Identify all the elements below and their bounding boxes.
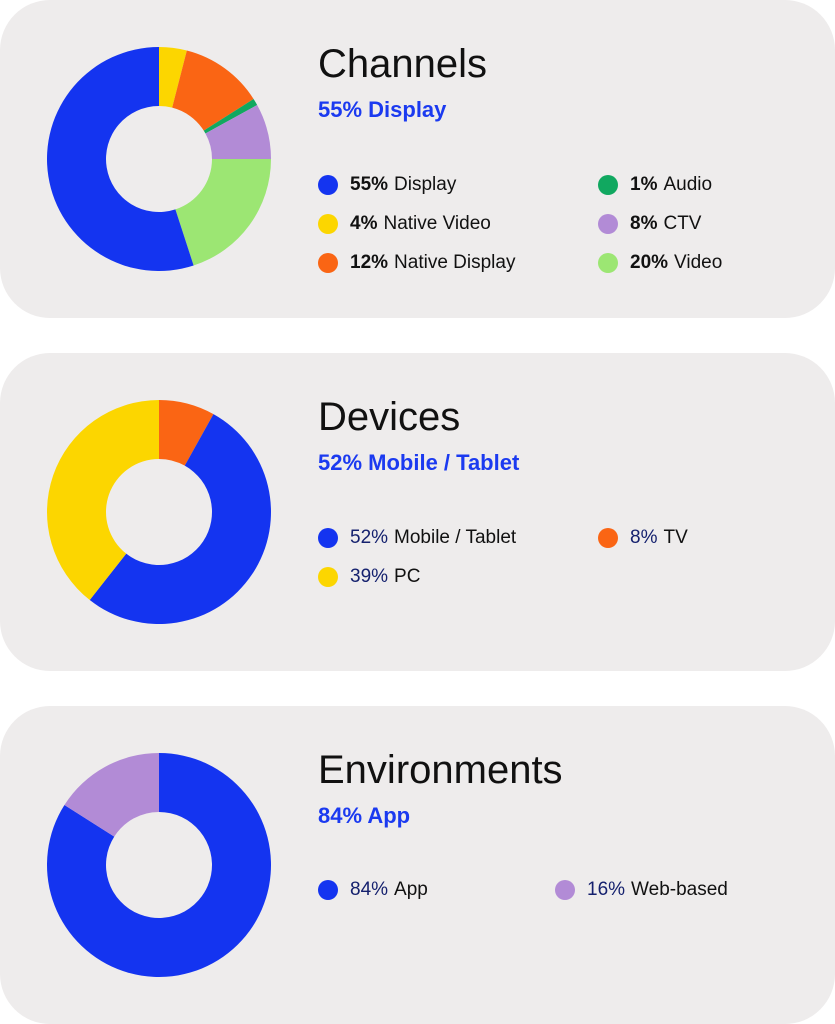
legend-value: 55% (350, 174, 389, 195)
legend-dot (318, 214, 338, 234)
channels-donut-chart (47, 47, 271, 271)
legend-value: 8% (630, 527, 658, 548)
legend-value: 16% (587, 879, 626, 900)
legend-item-display: 55% Display (318, 172, 456, 198)
legend-label: App (394, 879, 428, 900)
legend-item-web-based: 16% Web-based (555, 877, 728, 903)
donut-slice-tv (159, 400, 214, 466)
legend-dot (318, 253, 338, 273)
legend-value: 52% (350, 527, 389, 548)
legend-label: TV (663, 527, 688, 548)
donut-slice-ctv (205, 105, 271, 159)
legend-item-video: 20% Video (598, 250, 722, 276)
donut-slice-video (175, 159, 271, 266)
legend-dot (318, 880, 338, 900)
donut-slice-web-based (64, 753, 159, 837)
donut-slice-native-display (172, 50, 254, 131)
legend-label: CTV (663, 213, 702, 234)
legend-item-ctv: 8% CTV (598, 211, 701, 237)
donut-slice-pc (47, 400, 159, 601)
chart-title: Devices (318, 395, 461, 439)
legend-label: Mobile / Tablet (394, 527, 517, 548)
legend-value: 20% (630, 252, 669, 273)
chart-subtitle: 84% App (318, 803, 411, 828)
legend-dot (598, 528, 618, 548)
legend-label: Audio (663, 174, 713, 195)
chart-title: Channels (318, 42, 488, 86)
legend-item-mobile-tablet: 52% Mobile / Tablet (318, 525, 516, 551)
donut-slice-display (47, 47, 194, 271)
channels-card: Channels 55% Display 55% Display 4% Nati… (0, 0, 835, 318)
legend-dot (318, 567, 338, 587)
legend-dot (598, 214, 618, 234)
chart-subtitle: 52% Mobile / Tablet (318, 450, 520, 475)
legend-item-app: 84% App (318, 877, 428, 903)
donut-slice-native-video (159, 47, 187, 108)
legend-item-native-display: 12% Native Display (318, 250, 515, 276)
legend-item-audio: 1% Audio (598, 172, 712, 198)
legend-label: PC (394, 566, 421, 587)
legend-value: 1% (630, 174, 658, 195)
devices-donut-chart (47, 400, 271, 624)
legend-item-tv: 8% TV (598, 525, 688, 551)
devices-card: Devices 52% Mobile / Tablet 52% Mobile /… (0, 353, 835, 671)
legend-label: Web-based (631, 879, 728, 900)
legend-item-pc: 39% PC (318, 564, 420, 590)
legend-value: 12% (350, 252, 389, 273)
legend-dot (555, 880, 575, 900)
legend-label: Native Display (394, 252, 516, 273)
donut-slice-app (47, 753, 271, 977)
legend-dot (598, 175, 618, 195)
chart-title: Environments (318, 748, 563, 792)
donut-slice-audio (203, 98, 258, 134)
legend-dot (598, 253, 618, 273)
donut-slice-mobile-tablet (89, 414, 271, 624)
legend-value: 4% (350, 213, 378, 234)
legend-label: Video (674, 252, 723, 273)
chart-subtitle: 55% Display (318, 97, 447, 122)
legend-value: 39% (350, 566, 389, 587)
environments-card: Environments 84% App 84% App 16% Web-bas… (0, 706, 835, 1024)
legend-item-native-video: 4% Native Video (318, 211, 491, 237)
legend-value: 84% (350, 879, 389, 900)
legend-label: Display (394, 174, 457, 195)
legend-dot (318, 528, 338, 548)
legend-dot (318, 175, 338, 195)
legend-label: Native Video (383, 213, 491, 234)
environments-donut-chart (47, 753, 271, 977)
legend-value: 8% (630, 213, 658, 234)
